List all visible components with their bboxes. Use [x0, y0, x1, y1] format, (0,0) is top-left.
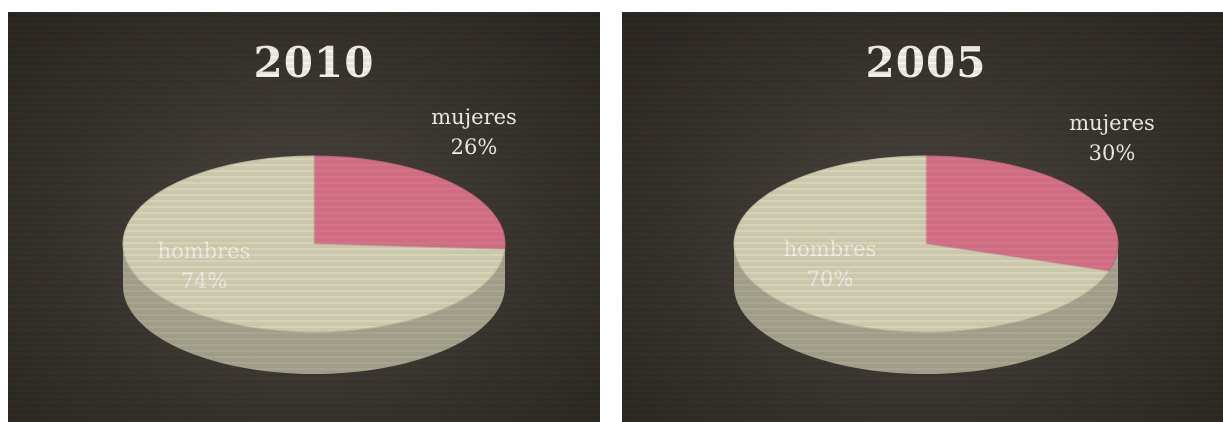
pie-side-wall [123, 244, 505, 374]
slice-value-mujeres: 26% [451, 135, 498, 159]
pie-layer [122, 155, 506, 374]
pie-slice-mujeres [313, 155, 506, 251]
pie-chart-2005-svg: 2005 mujeres 30% hombres 70% [733, 38, 1155, 374]
pie-slice-hombres [733, 155, 1110, 333]
slice-label-hombres: hombres [784, 237, 877, 261]
slice-value-mujeres: 30% [1089, 141, 1136, 165]
slice-label-mujeres: mujeres [431, 105, 517, 129]
pie-layer [733, 155, 1119, 374]
pie-slice-hombres [122, 155, 506, 333]
pie-chart-2010-svg: 2010 mujeres 26% hombres 74% [122, 38, 517, 374]
pie-chart-2010: 2010 mujeres 26% hombres 74% [8, 12, 600, 422]
pie-side-wall [734, 244, 1118, 374]
chart-title: 2010 [254, 38, 375, 87]
pie-chart-2005: 2005 mujeres 30% hombres 70% [622, 12, 1223, 422]
slice-label-hombres: hombres [158, 239, 251, 263]
slice-value-hombres: 70% [807, 267, 854, 291]
pie-slice-mujeres [925, 155, 1119, 272]
slice-value-hombres: 74% [181, 269, 228, 293]
chart-title: 2005 [866, 38, 987, 87]
slice-label-mujeres: mujeres [1069, 111, 1155, 135]
